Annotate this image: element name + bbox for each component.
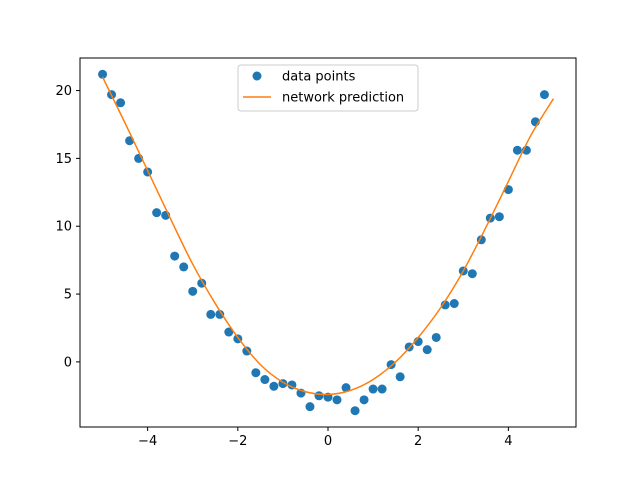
legend-label-network-prediction: network prediction xyxy=(282,91,404,106)
data-point xyxy=(377,384,387,394)
y-axis: 0 5 10 15 20 xyxy=(55,84,80,370)
y-tick-label: 20 xyxy=(55,84,72,99)
data-point xyxy=(98,69,108,79)
x-tick-label: 0 xyxy=(324,434,332,449)
data-point xyxy=(224,327,234,337)
data-point xyxy=(494,212,504,222)
x-axis: −4 −2 0 2 4 xyxy=(138,427,513,449)
data-point xyxy=(305,402,315,412)
data-point xyxy=(206,309,216,319)
data-points-series xyxy=(98,69,549,416)
data-point xyxy=(422,345,432,355)
data-point xyxy=(188,286,198,296)
legend: data points network prediction xyxy=(237,64,419,112)
y-tick-label: 0 xyxy=(64,355,72,370)
legend-box xyxy=(237,64,419,112)
x-tick-label: −2 xyxy=(228,434,247,449)
data-point xyxy=(251,368,261,378)
data-point xyxy=(512,145,522,155)
x-tick-label: −4 xyxy=(138,434,157,449)
network-prediction-line xyxy=(101,76,555,396)
legend-marker-data-points xyxy=(252,71,262,81)
data-point xyxy=(359,395,369,405)
y-tick-label: 15 xyxy=(55,152,72,167)
data-point xyxy=(116,98,126,108)
x-tick-label: 4 xyxy=(504,434,512,449)
data-point xyxy=(314,391,324,401)
data-point xyxy=(386,360,396,370)
data-point xyxy=(539,90,549,100)
series-layer xyxy=(98,69,555,416)
data-point xyxy=(152,208,162,218)
data-point xyxy=(215,309,225,319)
data-point xyxy=(350,406,360,416)
data-point xyxy=(431,332,441,342)
plot-frame xyxy=(79,57,577,428)
legend-label-data-points: data points xyxy=(282,70,356,85)
data-point xyxy=(368,384,378,394)
data-point xyxy=(170,251,180,261)
data-point xyxy=(242,346,252,356)
y-tick-label: 10 xyxy=(55,220,72,235)
data-point xyxy=(341,383,351,393)
data-point xyxy=(440,300,450,310)
data-point xyxy=(467,269,477,279)
data-point xyxy=(332,395,342,405)
data-point xyxy=(260,375,270,385)
data-point xyxy=(449,299,459,309)
data-point xyxy=(269,381,279,391)
data-point xyxy=(179,262,189,272)
x-tick-label: 2 xyxy=(414,434,422,449)
y-tick-label: 5 xyxy=(64,288,72,303)
data-point xyxy=(395,372,405,382)
